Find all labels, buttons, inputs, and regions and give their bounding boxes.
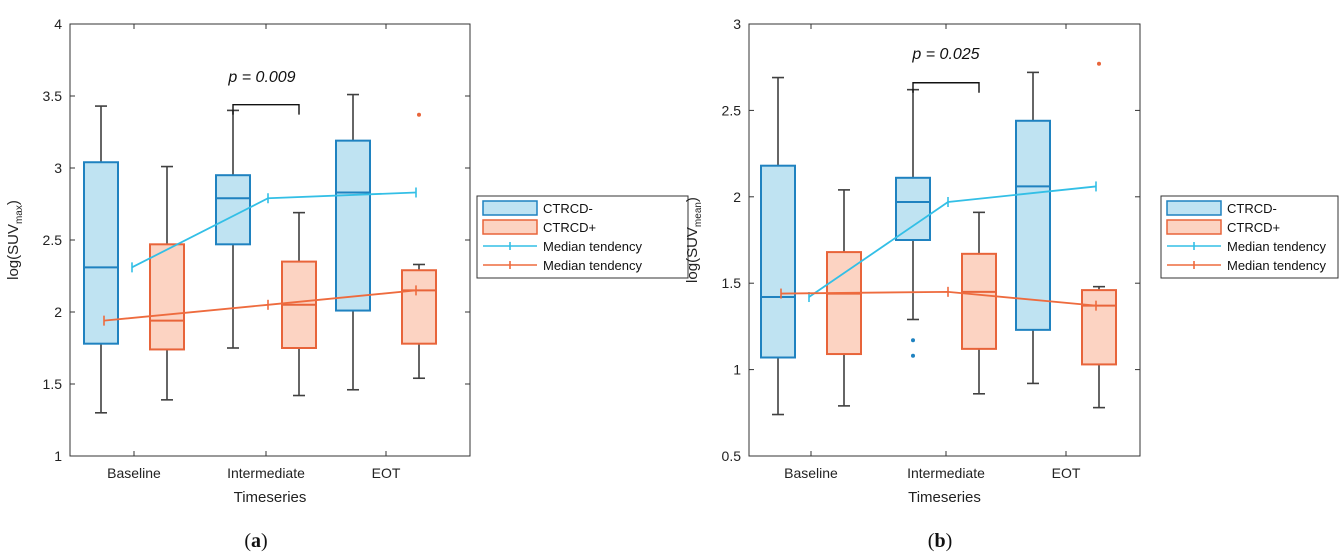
significance-bracket <box>232 103 300 115</box>
panel-tag-letter: a <box>251 530 261 552</box>
panel-tag-close: ) <box>261 530 268 552</box>
y-tick-label: 1.5 <box>722 275 742 291</box>
iqr-box <box>760 164 796 359</box>
panel-b: 0.5 1 1.5 2 2.5 3 Baseline Intermediate EOT Times… <box>684 16 1339 552</box>
y-tick-label: 3.5 <box>43 88 63 104</box>
outlier-point <box>911 353 915 358</box>
y-axis-label-close: ) <box>684 197 701 202</box>
legend-label: Median tendency <box>543 258 643 273</box>
outlier-point <box>1097 61 1101 66</box>
legend-label: CTRCD+ <box>543 220 596 235</box>
iqr-box <box>961 252 997 350</box>
outlier-point <box>417 112 421 117</box>
y-tick-label: 1 <box>54 448 62 464</box>
iqr-box <box>895 176 931 242</box>
panel-tag-open: ( <box>244 530 251 552</box>
y-axis-label: log(SUVmax) <box>5 200 25 280</box>
iqr-box <box>826 251 862 356</box>
y-axis-label: log(SUVmean) <box>684 197 704 283</box>
plot-area <box>748 23 1141 457</box>
x-tick-label: Baseline <box>107 465 161 481</box>
panel-a: 1 1.5 2 2.5 3 3.5 4 Baseline Intermediate EOT Time… <box>5 16 689 552</box>
y-tick-label: 2 <box>54 304 62 320</box>
iqr-box <box>335 139 371 312</box>
significance-bracket <box>912 82 980 93</box>
outlier-point <box>911 338 915 343</box>
y-axis-label-sub: max <box>14 205 25 224</box>
iqr-box <box>1081 289 1117 366</box>
plot-area <box>69 23 471 457</box>
y-tick-label: 2.5 <box>43 232 63 248</box>
box-ctrcd-neg <box>83 105 119 414</box>
y-axis-label-main: log(SUV <box>684 227 701 283</box>
box-ctrcd-neg <box>335 93 371 391</box>
x-axis-label: Timeseries <box>908 489 981 506</box>
iqr-box <box>149 243 185 351</box>
iqr-box <box>1015 119 1051 331</box>
panel-tag: (a) <box>244 530 267 552</box>
y-tick-label: 0.5 <box>722 448 742 464</box>
legend-swatch-box <box>482 200 538 216</box>
y-tick-label: 3 <box>733 16 741 32</box>
box-ctrcd-pos <box>149 165 185 401</box>
box-ctrcd-pos <box>401 112 437 380</box>
box-ctrcd-neg <box>760 76 796 416</box>
panel-tag-open: ( <box>928 530 935 552</box>
x-tick-label: EOT <box>372 465 401 481</box>
x-tick-label: Baseline <box>784 465 838 481</box>
x-tick-label: EOT <box>1052 465 1081 481</box>
legend-label: Median tendency <box>1227 239 1327 254</box>
y-axis-label-close: ) <box>5 200 22 205</box>
legend-label: CTRCD- <box>543 201 593 216</box>
panel-tag: (b) <box>928 530 952 552</box>
y-tick-label: 2.5 <box>722 102 742 118</box>
legend-swatch-box <box>1166 200 1222 216</box>
box-ctrcd-pos <box>1081 61 1117 409</box>
x-axis-label: Timeseries <box>234 489 307 506</box>
box-ctrcd-pos <box>281 211 317 397</box>
panel-tag-letter: b <box>934 530 945 552</box>
y-tick-label: 2 <box>733 189 741 205</box>
y-axis-label-main: log(SUV <box>5 224 22 280</box>
legend: CTRCD- CTRCD+ Median tendency Median tenden… <box>476 195 689 279</box>
iqr-box <box>83 161 119 345</box>
box-ctrcd-neg <box>895 88 931 358</box>
box-ctrcd-pos <box>961 211 997 395</box>
y-tick-label: 4 <box>54 16 62 32</box>
legend-label: Median tendency <box>1227 258 1327 273</box>
x-tick-label: Intermediate <box>907 465 985 481</box>
panel-tag-close: ) <box>946 530 953 552</box>
legend-label: CTRCD+ <box>1227 220 1280 235</box>
y-tick-label: 3 <box>54 160 62 176</box>
x-tick-label: Intermediate <box>227 465 305 481</box>
y-axis-label-sub: mean <box>693 202 704 227</box>
p-value-annotation: p = 0.009 <box>227 69 295 86</box>
legend-label: Median tendency <box>543 239 643 254</box>
y-tick-label: 1 <box>733 362 741 378</box>
y-tick-label: 1.5 <box>43 376 63 392</box>
box-ctrcd-pos <box>826 189 862 407</box>
legend-swatch-box <box>482 219 538 235</box>
legend-swatch-box <box>1166 219 1222 235</box>
iqr-box <box>401 269 437 345</box>
box-ctrcd-neg <box>1015 71 1051 385</box>
box-ctrcd-neg <box>215 109 251 349</box>
legend: CTRCD- CTRCD+ Median tendency Median tenden… <box>1160 195 1339 279</box>
legend-label: CTRCD- <box>1227 201 1277 216</box>
p-value-annotation: p = 0.025 <box>911 46 979 63</box>
